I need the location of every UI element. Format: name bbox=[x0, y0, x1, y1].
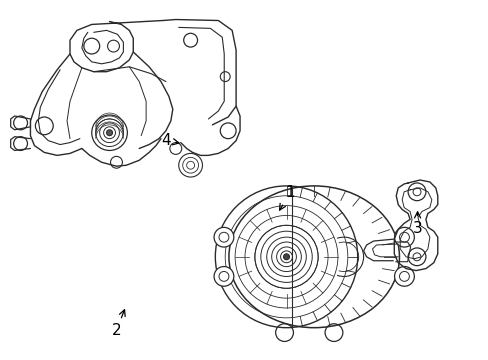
Text: 3: 3 bbox=[412, 212, 422, 237]
Text: 2: 2 bbox=[111, 310, 125, 338]
Circle shape bbox=[214, 228, 233, 247]
Text: 4: 4 bbox=[161, 133, 179, 148]
Circle shape bbox=[394, 266, 413, 286]
Circle shape bbox=[394, 228, 413, 247]
Circle shape bbox=[214, 266, 233, 286]
Text: 1: 1 bbox=[279, 185, 295, 210]
Circle shape bbox=[283, 254, 289, 260]
Circle shape bbox=[106, 130, 112, 136]
